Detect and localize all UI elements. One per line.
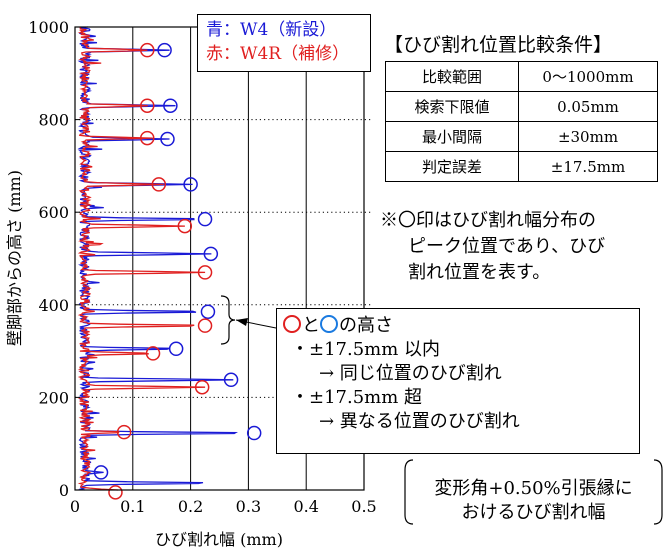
note-line: ※〇印はひび割れ幅分布の (380, 210, 596, 231)
axis-ticks: 0 0.1 0.2 0.3 0.4 0.5 0 200 400 600 800 1000 (28, 18, 376, 516)
table-row: 検索下限値 0.05mm (385, 91, 658, 122)
peak-circle-red (197, 318, 213, 333)
x-tick-label: 0.5 (351, 497, 376, 516)
y-axis-label: 壁脚部からの高さ (mm) (5, 170, 24, 346)
peak-circle-blue (203, 246, 219, 262)
peak-circle-red (194, 379, 210, 395)
x-tick-label: 0.4 (293, 497, 318, 516)
y-tick-label: 400 (38, 296, 69, 315)
peak-circle-blue (93, 465, 109, 480)
peak-circles (93, 42, 262, 500)
cond-label: 判定誤差 (385, 151, 519, 182)
peak-circle-red (116, 424, 132, 440)
y-tick-label: 0 (59, 481, 69, 500)
bottom-bracket-right (653, 459, 663, 525)
bottom-bracket-left (404, 459, 414, 525)
note-line: ピーク位置であり、ひび (408, 236, 606, 257)
callout-height: の高さ (339, 315, 393, 336)
cond-value: 0.05mm (518, 91, 658, 122)
bottom-note-line: 変形角+0.50%引張縁に (434, 478, 633, 499)
peak-circle-blue (168, 341, 184, 357)
x-tick-label: 0.3 (236, 497, 261, 516)
callout-box: との高さ ・±17.5mm 以内 → 同じ位置のひび割れ ・±17.5mm 超 … (276, 308, 640, 454)
x-axis-label: ひび割れ幅 (mm) (155, 530, 283, 549)
cond-label: 検索下限値 (385, 91, 519, 122)
callout-and: と (302, 315, 320, 336)
bottom-note: 変形角+0.50%引張縁に おけるひび割れ幅 (411, 477, 656, 525)
red-circle-icon (283, 315, 301, 333)
brace (220, 295, 236, 345)
conditions-title: 【ひび割れ位置比較条件】 (384, 34, 613, 56)
peak-circle-blue (223, 372, 239, 388)
table-row: 比較範囲 0～1000mm (385, 61, 658, 92)
callout-arrowhead (236, 318, 248, 326)
table-row: 最小間隔 ±30mm (385, 121, 658, 152)
y-tick-label: 600 (38, 203, 69, 222)
callout-item: ・±17.5mm 以内 (291, 339, 441, 360)
x-tick-label: 0.1 (120, 497, 145, 516)
x-tick-label: 0 (70, 497, 80, 516)
cond-label: 最小間隔 (385, 121, 519, 152)
peak-circle-red (108, 485, 123, 500)
legend-blue: 青：W4（新設） (206, 20, 337, 40)
legend: 青：W4（新設） 赤：W4R（補修） (197, 14, 371, 72)
peak-circle-blue (157, 42, 172, 58)
blue-circle-icon (320, 315, 338, 333)
cond-value: ±30mm (518, 121, 658, 152)
callout-result: → 同じ位置のひび割れ (319, 363, 502, 384)
series-lines (77, 26, 239, 491)
conditions-table: 比較範囲 0～1000mm 検索下限値 0.05mm 最小間隔 ±30mm 判定… (385, 61, 658, 182)
peak-circle-red (140, 98, 155, 113)
series-line-w4 (77, 26, 239, 491)
cond-value: ±17.5mm (518, 151, 658, 182)
callout-item: ・±17.5mm 超 (291, 387, 423, 408)
note-line: 割れ位置を表す。 (408, 262, 551, 283)
cond-value: 0～1000mm (518, 61, 658, 92)
peak-circle-blue (246, 425, 262, 441)
callout-result: → 異なる位置のひび割れ (319, 411, 520, 432)
callout-heading: との高さ (283, 314, 639, 338)
table-row: 判定誤差 ±17.5mm (385, 151, 658, 182)
peak-circle-blue (163, 98, 178, 113)
y-tick-label: 1000 (28, 18, 69, 37)
peak-circle-red (140, 42, 155, 58)
legend-red: 赤：W4R（補修） (206, 44, 350, 64)
peak-circle-red (197, 265, 213, 280)
peak-circle-red (177, 218, 193, 234)
x-tick-label: 0.2 (178, 497, 203, 516)
peak-circle-blue (160, 131, 175, 147)
bottom-note-line: おけるひび割れ幅 (461, 502, 606, 523)
circle-note: ※〇印はひび割れ幅分布の ピーク位置であり、ひび 割れ位置を表す。 (380, 208, 605, 286)
peak-circle-blue (200, 304, 216, 319)
peak-circle-blue (183, 177, 198, 192)
peak-circle-red (140, 130, 155, 146)
peak-circle-red (151, 177, 167, 192)
cond-label: 比較範囲 (385, 61, 519, 92)
y-tick-label: 200 (38, 388, 69, 407)
series-line-w4r (77, 26, 206, 491)
peak-circle-red (145, 346, 161, 361)
peak-circle-blue (197, 211, 213, 227)
y-tick-label: 800 (38, 111, 69, 130)
